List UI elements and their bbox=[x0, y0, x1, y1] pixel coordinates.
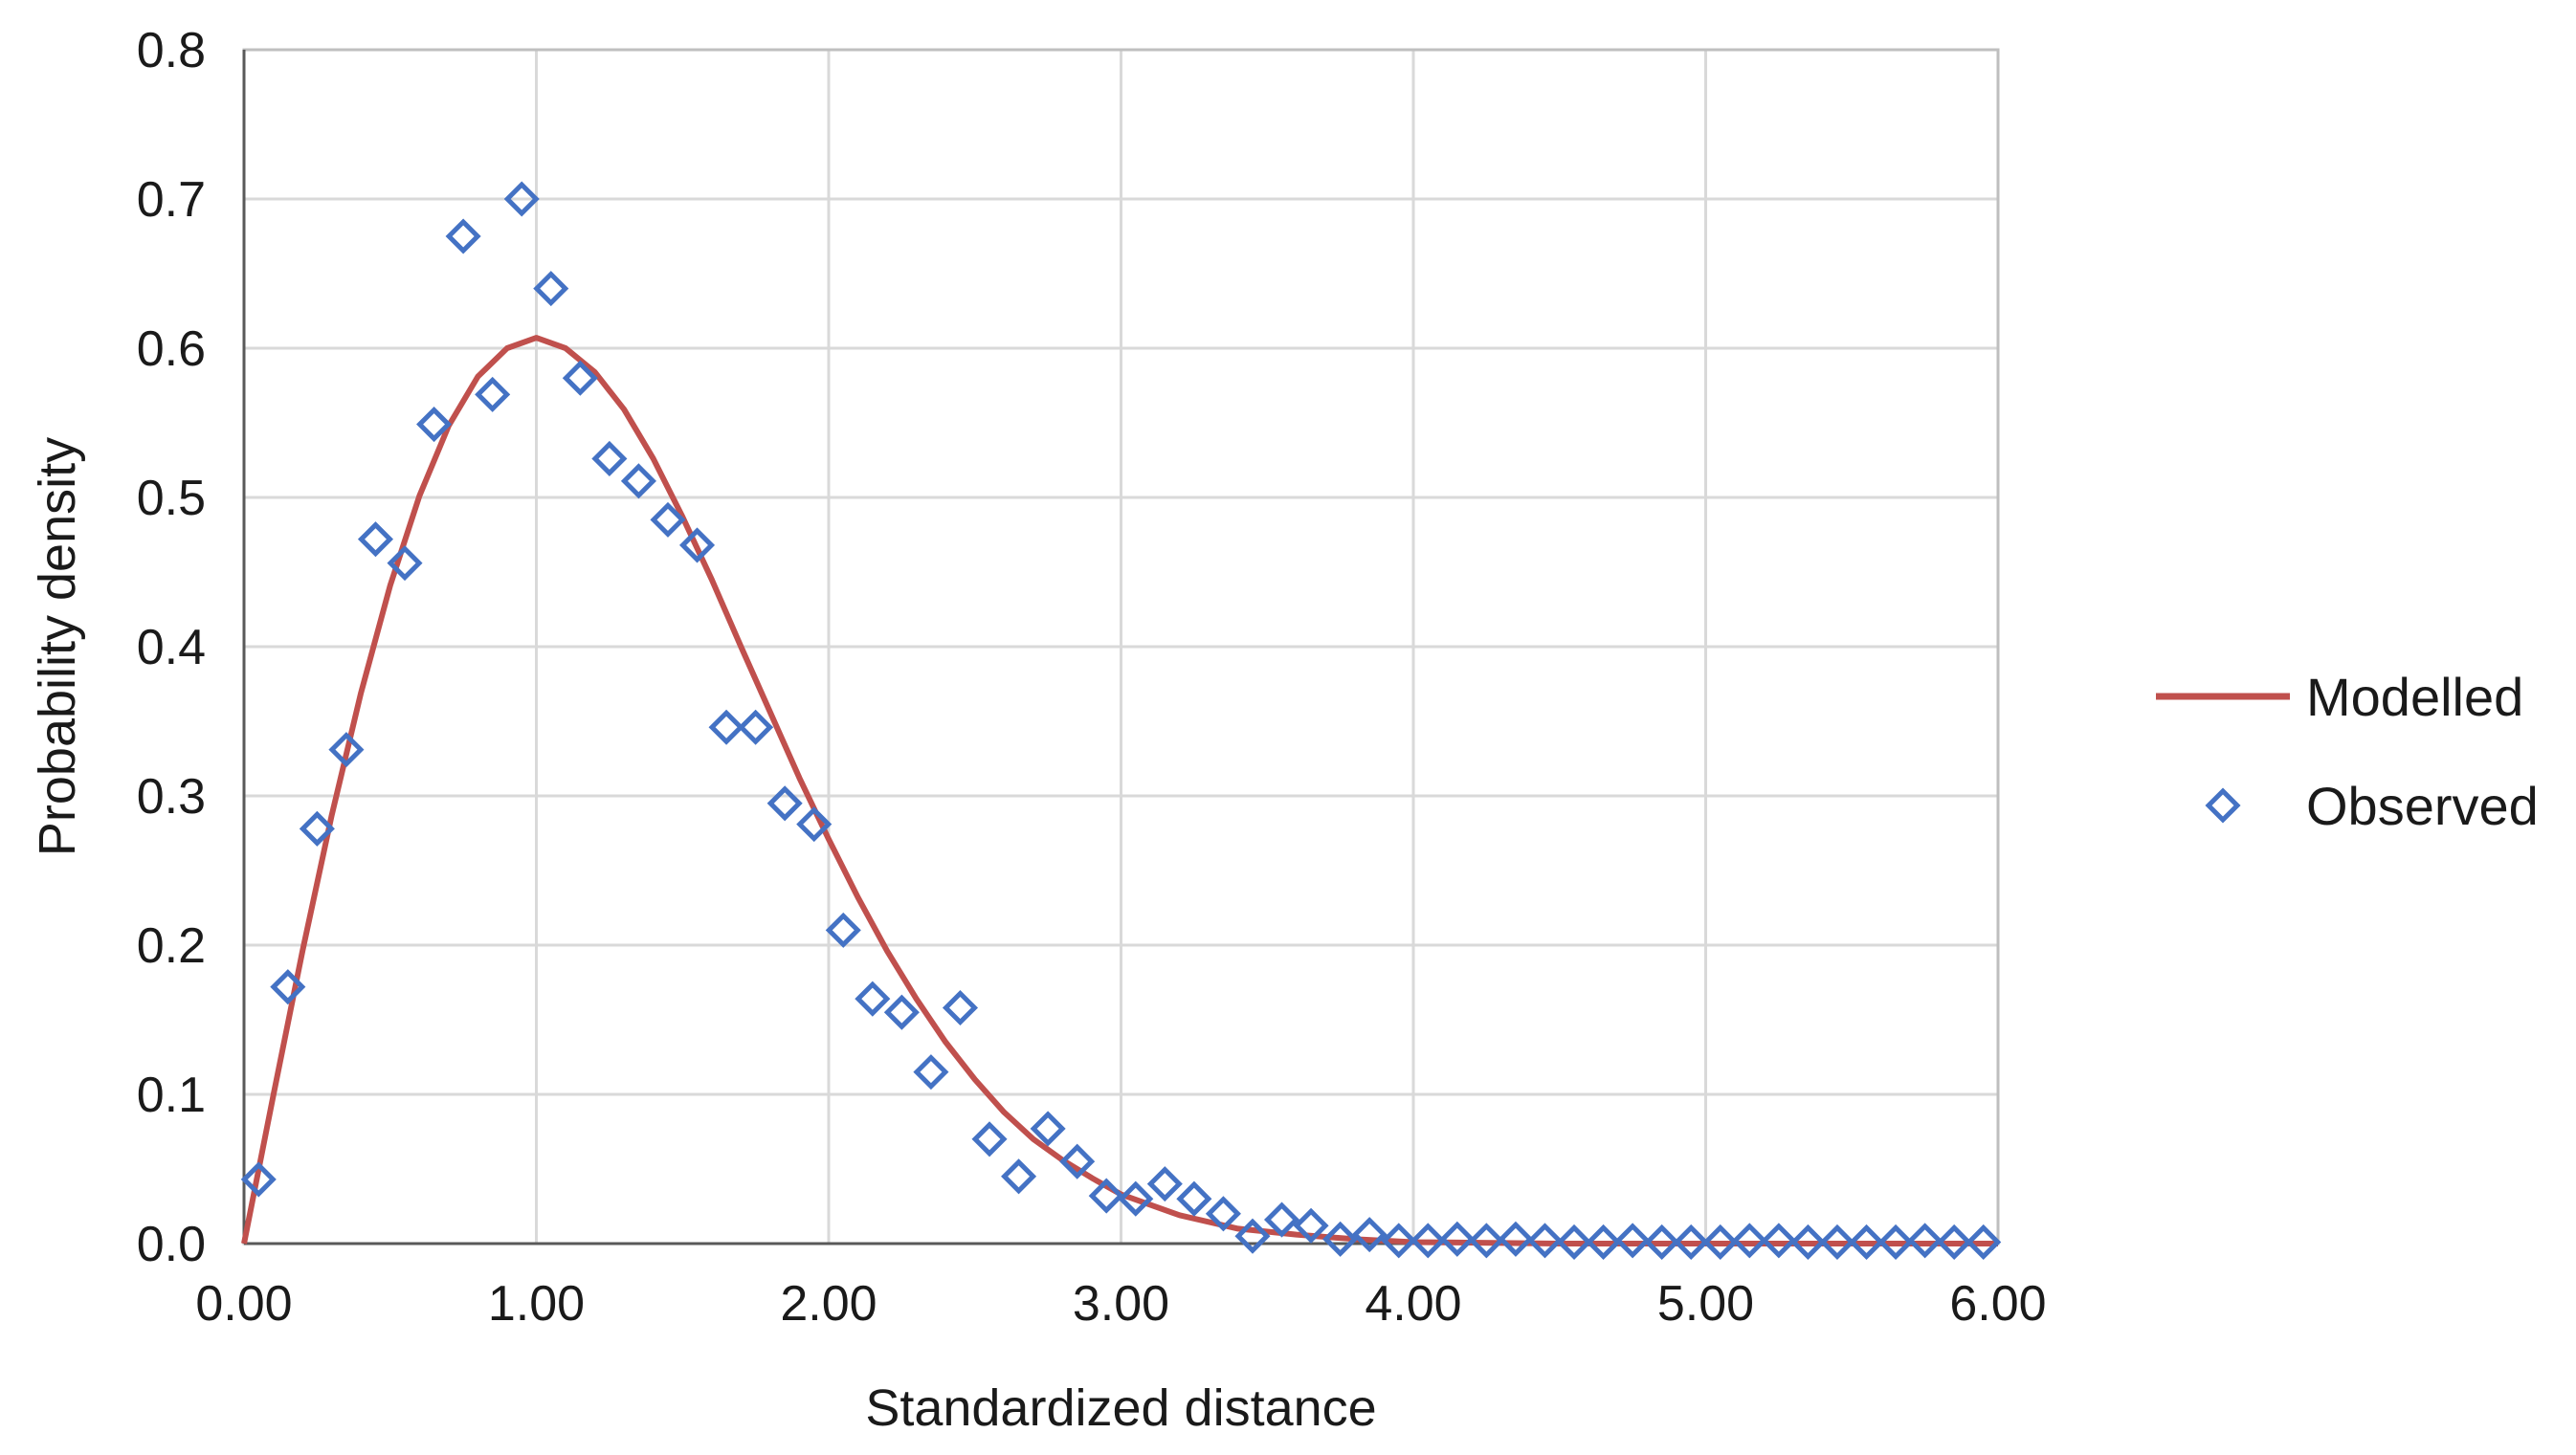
observed-point bbox=[299, 810, 335, 847]
observed-point bbox=[738, 709, 774, 745]
y-axis-title: Probability density bbox=[29, 437, 86, 856]
observed-point bbox=[1556, 1224, 1592, 1260]
observed-point bbox=[1468, 1223, 1504, 1259]
observed-point bbox=[942, 989, 979, 1026]
observed-point bbox=[1439, 1221, 1476, 1257]
legend: Modelled Observed bbox=[2156, 667, 2539, 836]
observed-point bbox=[562, 360, 598, 396]
legend-label: Modelled bbox=[2306, 667, 2523, 727]
observed-point bbox=[1702, 1224, 1739, 1260]
observed-point bbox=[708, 709, 744, 745]
observed-point bbox=[240, 1161, 277, 1198]
y-tick-labels: 0.0 0.1 0.2 0.3 0.4 0.5 0.6 0.7 0.8 bbox=[137, 23, 206, 1272]
observed-point bbox=[766, 785, 803, 822]
observed-point bbox=[591, 440, 628, 476]
observed-point bbox=[1351, 1217, 1388, 1253]
observed-point bbox=[1263, 1201, 1300, 1238]
observed-point bbox=[357, 521, 394, 558]
observed-point bbox=[1234, 1218, 1271, 1254]
observed-point bbox=[475, 376, 511, 412]
observed-point bbox=[1088, 1178, 1124, 1214]
observed-point bbox=[1673, 1224, 1709, 1260]
observed-point bbox=[1848, 1224, 1885, 1260]
observed-point bbox=[533, 271, 569, 307]
legend-swatch-observed bbox=[2205, 787, 2241, 824]
observed-point bbox=[270, 969, 306, 1005]
observed-point bbox=[1965, 1224, 2002, 1260]
legend-label: Observed bbox=[2306, 776, 2539, 836]
y-tick-label: 0.1 bbox=[137, 1068, 206, 1123]
observed-point bbox=[1381, 1223, 1417, 1259]
observed-point bbox=[913, 1054, 949, 1091]
observed-point bbox=[1001, 1158, 1037, 1195]
observed-point bbox=[445, 218, 481, 254]
observed-point bbox=[825, 912, 861, 948]
observed-point bbox=[1526, 1223, 1564, 1259]
observed-point bbox=[1731, 1223, 1767, 1259]
observed-point bbox=[503, 181, 540, 217]
y-tick-label: 0.5 bbox=[137, 471, 206, 526]
observed-point bbox=[1205, 1196, 1241, 1232]
observed-point bbox=[1586, 1224, 1622, 1260]
y-tick-label: 0.3 bbox=[137, 769, 206, 825]
x-tick-labels: 0.00 1.00 2.00 3.00 4.00 5.00 6.00 bbox=[195, 1276, 2046, 1332]
observed-point bbox=[1907, 1223, 1943, 1259]
grid-lines bbox=[242, 48, 2000, 1246]
observed-point bbox=[1498, 1221, 1534, 1257]
x-axis-title: Standardized distance bbox=[865, 1379, 1376, 1437]
observed-point bbox=[387, 545, 423, 582]
observed-point bbox=[1146, 1166, 1183, 1202]
x-tick-label: 1.00 bbox=[488, 1276, 585, 1332]
observed-point bbox=[1293, 1207, 1329, 1244]
x-tick-label: 3.00 bbox=[1073, 1276, 1169, 1332]
observed-point bbox=[416, 407, 453, 443]
observed-point bbox=[1059, 1143, 1096, 1179]
observed-point bbox=[1789, 1224, 1826, 1260]
y-tick-label: 0.8 bbox=[137, 23, 206, 78]
observed-point bbox=[1877, 1224, 1914, 1260]
observed-point bbox=[1614, 1223, 1651, 1259]
x-tick-label: 4.00 bbox=[1365, 1276, 1461, 1332]
observed-point bbox=[1819, 1224, 1855, 1260]
y-tick-label: 0.4 bbox=[137, 620, 206, 675]
observed-point bbox=[1761, 1223, 1797, 1259]
series-layer bbox=[240, 181, 2002, 1260]
observed-point bbox=[1936, 1224, 1972, 1260]
x-tick-label: 0.00 bbox=[195, 1276, 292, 1332]
observed-point bbox=[328, 732, 365, 768]
observed-point bbox=[883, 994, 920, 1030]
observed-point bbox=[1030, 1111, 1066, 1147]
x-tick-label: 2.00 bbox=[780, 1276, 877, 1332]
observed-point bbox=[1644, 1224, 1680, 1260]
observed-point bbox=[620, 463, 656, 499]
y-tick-label: 0.6 bbox=[137, 321, 206, 377]
observed-point bbox=[1410, 1223, 1446, 1259]
observed-point bbox=[1176, 1180, 1212, 1217]
observed-point bbox=[971, 1121, 1008, 1157]
observed-point bbox=[855, 981, 891, 1017]
x-tick-label: 6.00 bbox=[1949, 1276, 2046, 1332]
observed-point bbox=[678, 527, 716, 563]
y-tick-label: 0.0 bbox=[137, 1217, 206, 1272]
observed-point bbox=[1118, 1180, 1154, 1217]
observed-point bbox=[1322, 1221, 1359, 1257]
observed-point bbox=[650, 501, 686, 538]
observed-point bbox=[796, 806, 833, 843]
y-tick-label: 0.2 bbox=[137, 918, 206, 974]
x-tick-label: 5.00 bbox=[1657, 1276, 1754, 1332]
y-tick-label: 0.7 bbox=[137, 172, 206, 228]
